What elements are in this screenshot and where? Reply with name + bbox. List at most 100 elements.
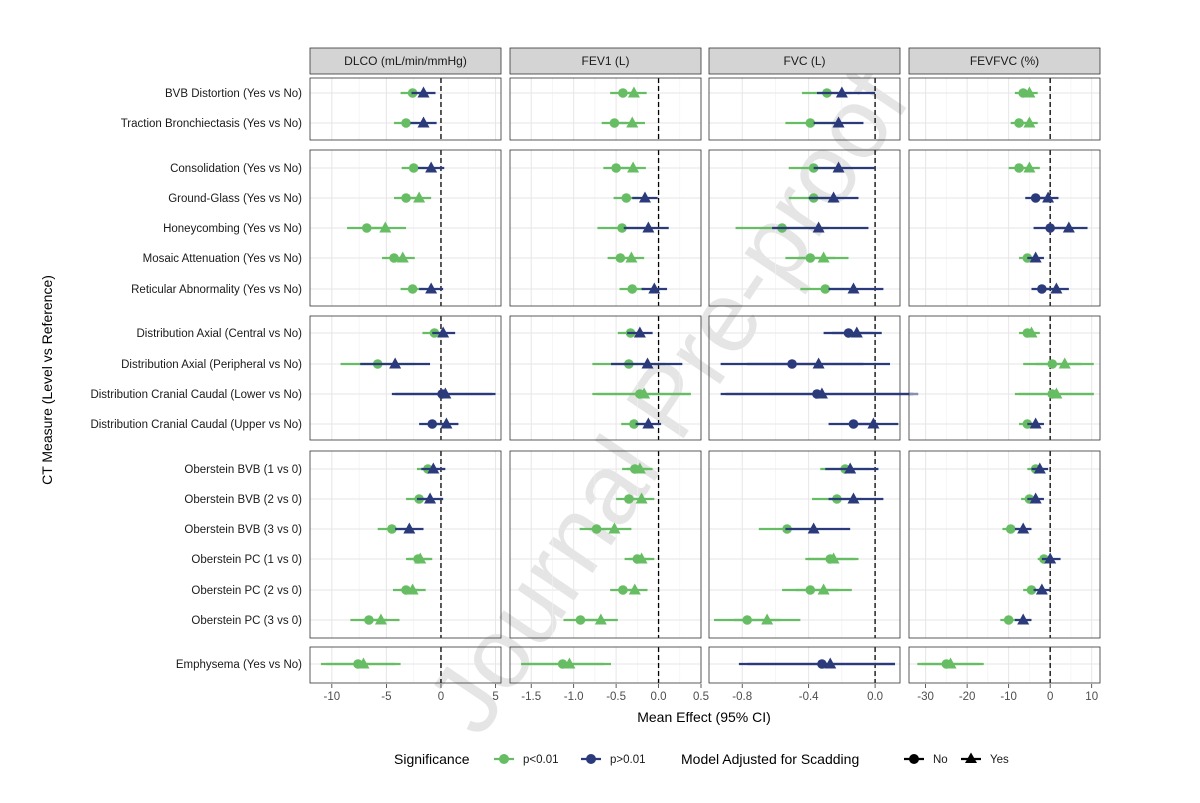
- x-tick-label: -0.5: [606, 691, 626, 703]
- panel-border: [708, 315, 901, 441]
- row-label: Consolidation (Yes vs No): [170, 163, 302, 175]
- estimate-point-adjusted: [413, 191, 426, 203]
- estimate-point-unadjusted: [1026, 585, 1037, 595]
- panel-border: [708, 646, 901, 684]
- estimate-point-unadjusted: [629, 419, 639, 429]
- panel-group-box: [509, 77, 702, 141]
- panel-group-box: [509, 149, 702, 307]
- estimate-point-adjusted: [812, 221, 825, 233]
- estimate-point-adjusted: [563, 657, 576, 669]
- x-tick-label: -10: [324, 691, 341, 703]
- estimate-point-adjusted: [850, 326, 863, 338]
- estimate-point-adjusted: [389, 357, 402, 369]
- estimate-point-unadjusted: [1037, 284, 1047, 294]
- panel-border: [908, 77, 1101, 141]
- estimate-point-adjusted: [847, 492, 860, 504]
- estimate-point-adjusted: [379, 221, 392, 233]
- legend-model-title: Model Adjusted for Scadding: [681, 751, 859, 767]
- estimate-point-adjusted: [817, 583, 830, 595]
- panel-border: [309, 646, 502, 684]
- panel-group-box: [908, 315, 1101, 441]
- panel-border: [708, 77, 901, 141]
- estimate-point-unadjusted: [387, 524, 397, 534]
- estimate-point-unadjusted: [1030, 193, 1041, 203]
- legend-model-no-dot: [909, 754, 919, 764]
- estimate-point-adjusted: [357, 657, 370, 669]
- estimate-point-adjusted: [648, 282, 661, 294]
- row-label: Oberstein BVB (1 vs 0): [184, 464, 302, 476]
- y-axis-title: CT Measure (Level vs Reference): [39, 275, 55, 485]
- panel-strip: [908, 47, 1101, 75]
- row-label: Mosaic Attenuation (Yes vs No): [143, 253, 303, 265]
- panel-border: [509, 450, 702, 639]
- x-tick-label: -10: [1000, 691, 1017, 703]
- estimate-point-adjusted: [1029, 251, 1042, 263]
- legend-model-no-label: No: [933, 754, 948, 766]
- estimate-point-adjusted: [627, 161, 640, 173]
- estimate-point-adjusted: [417, 86, 430, 98]
- estimate-point-adjusted: [638, 387, 651, 399]
- estimate-point-adjusted: [424, 492, 437, 504]
- panel-strip-title: FEV1 (L): [581, 54, 629, 68]
- estimate-point-adjusted: [594, 613, 607, 625]
- x-tick-label: 0.0: [651, 691, 667, 703]
- x-tick-label: 0: [1047, 691, 1053, 703]
- panel-strip-title: DLCO (mL/min/mmHg): [344, 54, 467, 68]
- estimate-point-adjusted: [1029, 492, 1042, 504]
- x-tick-label: -5: [381, 691, 391, 703]
- panel-group-box: [309, 315, 502, 441]
- estimate-point-adjusted: [635, 552, 648, 564]
- legend-sig-green-label: p<0.01: [523, 754, 559, 766]
- estimate-point-adjusted: [635, 492, 648, 504]
- x-tick-label: 0: [438, 691, 444, 703]
- estimate-point-adjusted: [439, 387, 452, 399]
- estimate-point-unadjusted: [627, 284, 638, 294]
- row-label: Oberstein PC (1 vs 0): [191, 554, 302, 566]
- row-label: Oberstein BVB (2 vs 0): [184, 494, 302, 506]
- estimate-point-unadjusted: [609, 118, 620, 128]
- x-tick-label: -30: [917, 691, 934, 703]
- panel-border: [509, 77, 702, 141]
- x-tick-label: -0.8: [732, 691, 752, 703]
- panel-group-box: [708, 450, 901, 639]
- row-label: Emphysema (Yes vs No): [176, 659, 302, 671]
- panel-border: [509, 315, 702, 441]
- x-axis-title: Mean Effect (95% CI): [637, 709, 771, 725]
- estimate-point-unadjusted: [401, 118, 411, 128]
- estimate-point-adjusted: [633, 326, 646, 338]
- estimate-point-adjusted: [847, 282, 860, 294]
- estimate-point-adjusted: [437, 326, 450, 338]
- estimate-point-adjusted: [642, 417, 655, 429]
- estimate-point-unadjusted: [1003, 615, 1014, 625]
- estimate-point-adjusted: [625, 251, 638, 263]
- estimate-point-unadjusted: [611, 163, 621, 173]
- estimate-point-adjusted: [832, 161, 845, 173]
- row-label: Reticular Abnormality (Yes vs No): [131, 284, 302, 296]
- estimate-point-adjusted: [815, 387, 828, 399]
- estimate-point-adjusted: [1035, 583, 1048, 595]
- estimate-point-adjusted: [374, 613, 387, 625]
- estimate-point-adjusted: [1042, 191, 1055, 203]
- panel-border: [309, 315, 502, 441]
- estimate-point-adjusted: [1058, 357, 1071, 369]
- panel-1: DLCO (mL/min/mmHg) -10 -5 0 5: [309, 47, 502, 703]
- estimate-point-adjusted: [414, 552, 427, 564]
- panel-border: [908, 149, 1101, 307]
- estimate-point-adjusted: [1017, 613, 1030, 625]
- estimate-point-adjusted: [832, 116, 845, 128]
- x-tick-label: -20: [959, 691, 976, 703]
- panel-border: [908, 646, 1101, 684]
- panel-3: FVC (L) -0.8 -0.4 0.0: [708, 47, 919, 703]
- row-label: Ground-Glass (Yes vs No): [168, 193, 302, 205]
- panel-border: [509, 149, 702, 307]
- estimate-point-adjusted: [1050, 387, 1063, 399]
- estimate-point-adjusted: [867, 417, 880, 429]
- estimate-point-adjusted: [1029, 417, 1042, 429]
- estimate-point-unadjusted: [427, 419, 438, 429]
- legend-model-yes-label: Yes: [990, 754, 1009, 766]
- estimate-point-adjusted: [425, 161, 438, 173]
- row-labels-layer: BVB Distortion (Yes vs No) Traction Bronc…: [90, 88, 302, 671]
- estimate-point-adjusted: [827, 191, 840, 203]
- estimate-point-adjusted: [761, 613, 774, 625]
